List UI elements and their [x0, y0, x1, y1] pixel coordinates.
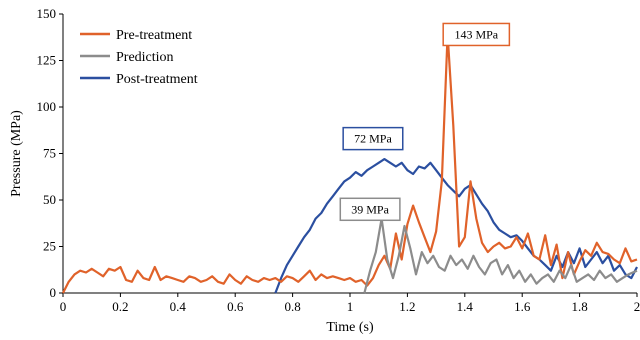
y-tick-label: 25 [43, 239, 56, 254]
y-tick-label: 100 [37, 99, 57, 114]
y-tick-label: 75 [43, 146, 56, 161]
x-tick-label: 2 [634, 299, 640, 314]
annotation-box [342, 126, 404, 151]
x-tick-label: 0.8 [284, 299, 300, 314]
legend-label: Prediction [116, 50, 174, 65]
x-tick-label: 1.8 [571, 299, 587, 314]
y-axis-title: Pressure (MPa) [9, 110, 24, 197]
x-tick-label: 0.2 [112, 299, 128, 314]
y-tick-label: 125 [37, 53, 57, 68]
x-tick-label: 1.6 [514, 299, 531, 314]
legend-label: Pre-treatment [116, 28, 192, 43]
x-tick-label: 0.6 [227, 299, 244, 314]
y-tick-label: 0 [50, 285, 57, 300]
x-tick-label: 1.4 [457, 299, 474, 314]
annotation-box [442, 22, 511, 47]
series-line-pre-treatment [62, 33, 638, 294]
annotation-label: 39 MPa [351, 202, 389, 216]
series-line-prediction [363, 217, 638, 294]
annotation-box [339, 197, 401, 222]
x-tick-label: 1 [347, 299, 354, 314]
x-axis-title: Time (s) [326, 320, 374, 335]
legend-label: Post-treatment [116, 72, 198, 87]
y-tick-label: 50 [43, 192, 56, 207]
x-tick-label: 1.2 [399, 299, 415, 314]
annotation-label: 143 MPa [454, 27, 498, 41]
y-tick-label: 150 [37, 6, 57, 21]
x-tick-label: 0 [60, 299, 67, 314]
annotation-label: 72 MPa [354, 132, 392, 146]
x-tick-label: 0.4 [170, 299, 187, 314]
